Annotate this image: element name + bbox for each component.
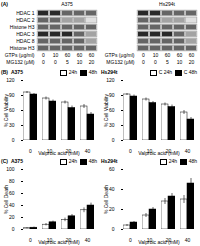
svg-text:0: 0: [112, 226, 115, 232]
svg-text:0: 0: [54, 59, 57, 65]
svg-text:40: 40: [185, 148, 191, 154]
html-text:48h: 48h: [88, 158, 97, 164]
svg-text:Valproic acid (mM): Valproic acid (mM): [38, 239, 80, 245]
svg-text:0: 0: [12, 226, 15, 232]
svg-text:40: 40: [85, 148, 91, 154]
svg-text:GTPs (μg/ml): GTPs (μg/ml): [105, 52, 135, 58]
html-text:24h: 24h: [168, 158, 178, 164]
svg-text:20: 20: [9, 214, 15, 220]
svg-text:10: 10: [177, 59, 183, 65]
svg-text:60: 60: [77, 52, 83, 58]
svg-text:10: 10: [53, 52, 59, 58]
html-text:(B): (B): [1, 69, 8, 75]
svg-text:120: 120: [6, 77, 15, 83]
svg-text:Valproic acid (mM): Valproic acid (mM): [138, 150, 180, 156]
svg-text:40: 40: [9, 202, 15, 208]
html-text:24h: 24h: [68, 158, 78, 164]
svg-text:MG132 (μM): MG132 (μM): [106, 59, 134, 65]
svg-text:0: 0: [142, 52, 145, 58]
svg-text:% Cell Death: % Cell Death: [103, 185, 109, 214]
svg-text:GTPs (μg/ml): GTPs (μg/ml): [5, 52, 35, 58]
svg-text:60: 60: [65, 52, 71, 58]
svg-text:0: 0: [29, 237, 32, 243]
svg-text:% Cell Viability: % Cell Viability: [103, 94, 109, 127]
svg-text:60: 60: [109, 107, 115, 113]
html-text:C 48h: C 48h: [183, 69, 197, 75]
svg-text:30: 30: [109, 122, 115, 128]
html-text:A375: A375: [11, 158, 23, 164]
html-text:Hs294t: Hs294t: [101, 158, 118, 164]
svg-text:90: 90: [109, 92, 115, 98]
svg-text:5: 5: [66, 59, 69, 65]
svg-text:20: 20: [189, 59, 195, 65]
html-text:48h: 48h: [88, 69, 97, 75]
svg-text:60: 60: [9, 190, 15, 196]
svg-text:60: 60: [177, 52, 183, 58]
svg-text:% Cell Viability: % Cell Viability: [3, 94, 9, 127]
html-text:Hs294t: Hs294t: [101, 69, 118, 75]
svg-text:HDAC 3: HDAC 3: [16, 31, 35, 37]
svg-text:0: 0: [42, 52, 45, 58]
svg-text:100: 100: [6, 166, 15, 172]
html-text:C 24h: C 24h: [158, 69, 173, 75]
svg-text:% Cell Death: % Cell Death: [3, 185, 9, 214]
svg-text:10: 10: [153, 52, 159, 58]
svg-text:MG132 (μM): MG132 (μM): [6, 59, 34, 65]
svg-text:40: 40: [185, 237, 191, 243]
svg-text:0: 0: [29, 148, 32, 154]
html-text:24h: 24h: [68, 69, 78, 75]
svg-text:30: 30: [9, 122, 15, 128]
svg-text:HDAC 1: HDAC 1: [16, 10, 35, 16]
svg-text:0: 0: [129, 148, 132, 154]
svg-text:60: 60: [165, 52, 171, 58]
svg-text:40: 40: [85, 237, 91, 243]
svg-text:0: 0: [154, 59, 157, 65]
html-text:A375: A375: [11, 69, 23, 75]
html-text:(C): (C): [1, 158, 8, 164]
svg-text:60: 60: [89, 52, 95, 58]
svg-text:80: 80: [9, 178, 15, 184]
svg-text:20: 20: [109, 206, 115, 212]
svg-text:Histone H3: Histone H3: [10, 45, 35, 51]
html-text:(A): (A): [1, 1, 8, 7]
svg-text:20: 20: [89, 59, 95, 65]
svg-text:0: 0: [112, 137, 115, 143]
svg-text:0: 0: [42, 59, 45, 65]
svg-text:0: 0: [12, 137, 15, 143]
svg-text:0: 0: [142, 59, 145, 65]
svg-text:60: 60: [189, 52, 195, 58]
svg-text:HDAC 8: HDAC 8: [16, 38, 35, 44]
html-text:Hs294t: Hs294t: [159, 1, 175, 7]
svg-text:10: 10: [77, 59, 83, 65]
svg-text:Histone H3: Histone H3: [10, 24, 35, 30]
html-text:48h: 48h: [188, 158, 197, 164]
svg-text:60: 60: [9, 107, 15, 113]
svg-text:Valproic acid (mM): Valproic acid (mM): [38, 150, 80, 156]
svg-text:HDAC 2: HDAC 2: [16, 17, 35, 23]
svg-text:90: 90: [9, 92, 15, 98]
svg-text:5: 5: [166, 59, 169, 65]
svg-text:60: 60: [109, 166, 115, 172]
html-text:A375: A375: [61, 1, 73, 7]
svg-text:0: 0: [129, 237, 132, 243]
svg-text:40: 40: [109, 186, 115, 192]
svg-text:Valproic acid (mM): Valproic acid (mM): [138, 239, 180, 245]
svg-text:120: 120: [106, 77, 115, 83]
